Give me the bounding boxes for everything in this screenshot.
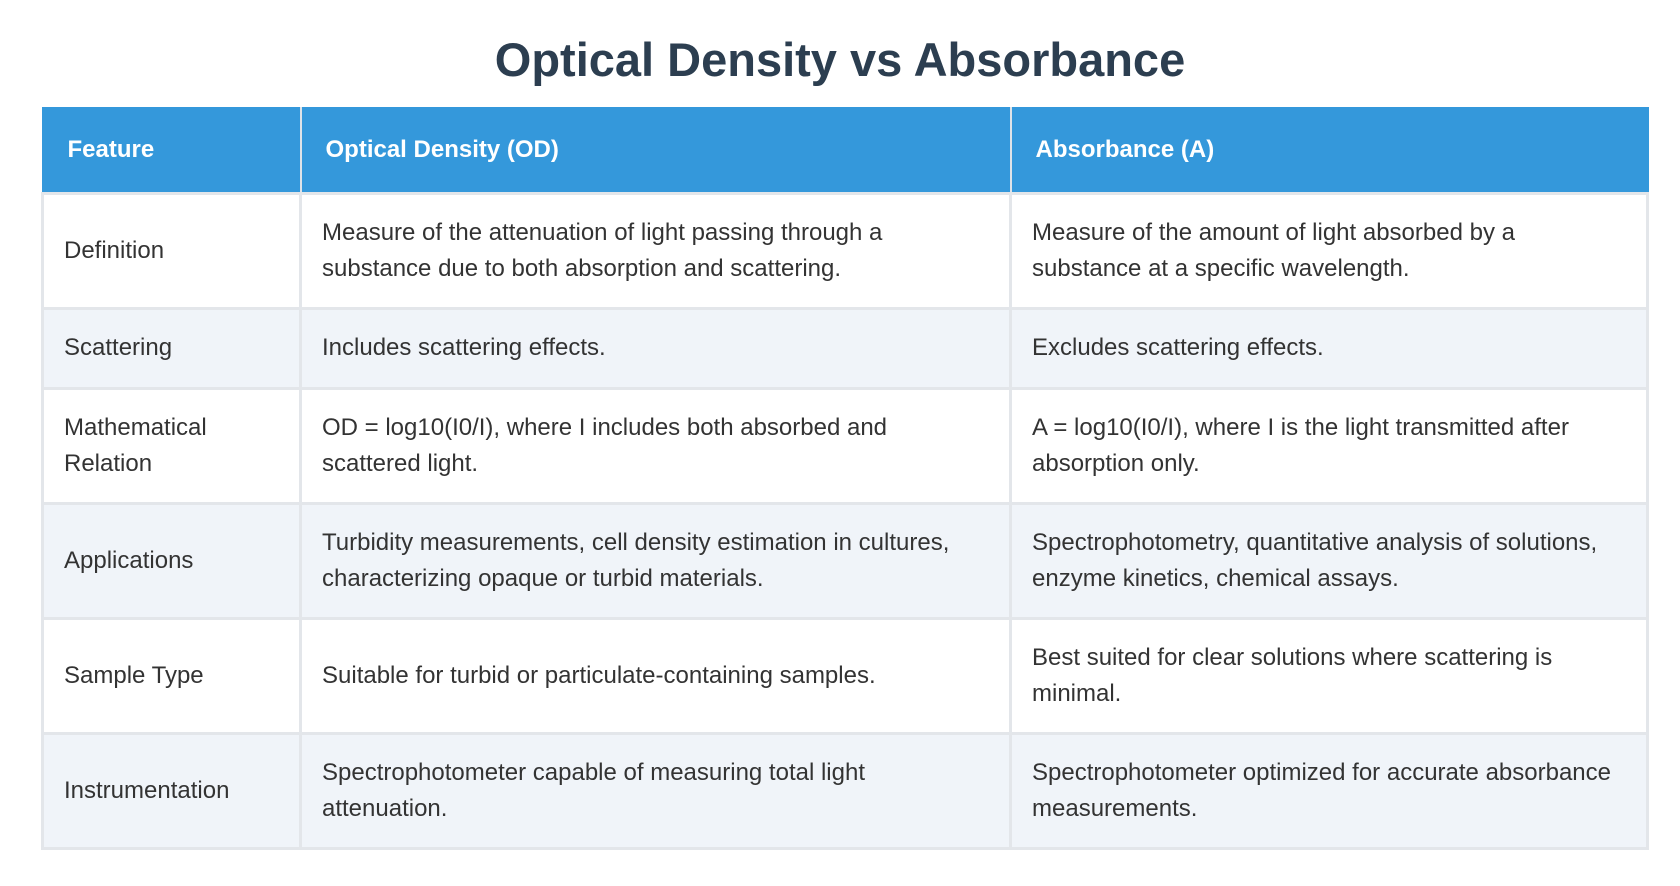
feature-cell: Instrumentation (41, 731, 302, 850)
feature-cell: Scattering (41, 306, 302, 390)
table-row: Scattering Includes scattering effects. … (41, 306, 1649, 390)
table-row: Definition Measure of the attenuation of… (41, 191, 1649, 310)
absorbance-cell: Spectrophotometry, quantitative analysis… (1009, 501, 1649, 620)
table-row: Instrumentation Spectrophotometer capabl… (41, 731, 1649, 850)
header-optical-density: Optical Density (OD) (299, 107, 1012, 194)
table-header-row: Feature Optical Density (OD) Absorbance … (41, 107, 1649, 194)
feature-cell: Applications (41, 501, 302, 620)
feature-cell: Sample Type (41, 616, 302, 735)
page-title: Optical Density vs Absorbance (494, 33, 1186, 86)
od-cell: Includes scattering effects. (299, 306, 1012, 390)
absorbance-cell: Measure of the amount of light absorbed … (1009, 191, 1649, 310)
od-cell: OD = log10(I0/I), where I includes both … (299, 386, 1012, 505)
od-cell: Measure of the attenuation of light pass… (299, 191, 1012, 310)
feature-cell: Mathematical Relation (41, 386, 302, 505)
absorbance-cell: A = log10(I0/I), where I is the light tr… (1009, 386, 1649, 505)
absorbance-cell: Spectrophotometer optimized for accurate… (1009, 731, 1649, 850)
table-row: Mathematical Relation OD = log10(I0/I), … (41, 386, 1649, 505)
absorbance-cell: Best suited for clear solutions where sc… (1009, 616, 1649, 735)
od-cell: Spectrophotometer capable of measuring t… (299, 731, 1012, 850)
header-feature: Feature (41, 107, 302, 194)
table-row: Applications Turbidity measurements, cel… (41, 501, 1649, 620)
od-cell: Suitable for turbid or particulate-conta… (299, 616, 1012, 735)
od-cell: Turbidity measurements, cell density est… (299, 501, 1012, 620)
absorbance-cell: Excludes scattering effects. (1009, 306, 1649, 390)
comparison-table: Feature Optical Density (OD) Absorbance … (41, 107, 1649, 850)
feature-cell: Definition (41, 191, 302, 310)
table-row: Sample Type Suitable for turbid or parti… (41, 616, 1649, 735)
header-absorbance: Absorbance (A) (1009, 107, 1649, 194)
